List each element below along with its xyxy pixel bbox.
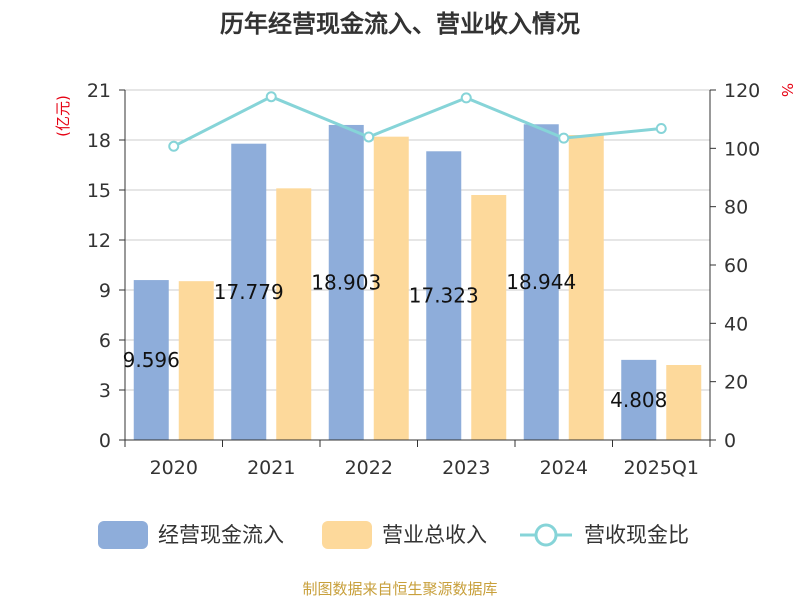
y-left-tick-label: 18 xyxy=(87,130,111,152)
data-label-cash-inflow: 17.779 xyxy=(214,280,284,304)
ratio-line-path xyxy=(173,95,662,148)
ratio-point xyxy=(655,123,667,134)
bar-revenue xyxy=(666,365,702,440)
ratio-point xyxy=(558,132,570,144)
data-label-cash-inflow: 18.903 xyxy=(311,270,381,294)
ratio-point xyxy=(460,92,472,104)
ratio-point xyxy=(168,140,180,152)
data-labels: 9.596 17.779 18.903 17.323 18.944 4.808 xyxy=(123,270,668,412)
data-label-cash-inflow: 18.944 xyxy=(506,270,576,294)
bar-cash-inflow xyxy=(523,124,559,441)
y-left-unit: (亿元) xyxy=(54,95,72,137)
x-axis: 2020 2021 2022 2023 2024 2025Q1 xyxy=(124,439,711,479)
y-left-tick-label: 12 xyxy=(87,230,111,252)
legend-marker-ratio xyxy=(534,523,558,547)
y-right-tick-label: 0 xyxy=(724,430,736,452)
grid-lines xyxy=(125,89,710,391)
x-tick-label: 2022 xyxy=(345,457,393,479)
y-left-tick-label: 21 xyxy=(87,80,111,102)
x-tick-label: 2024 xyxy=(540,457,588,479)
data-label-cash-inflow: 4.808 xyxy=(610,388,667,412)
bar-revenue xyxy=(568,135,604,440)
bar-cash-inflow xyxy=(621,359,657,440)
bar-marks xyxy=(133,124,702,441)
y-right-tick-label: 20 xyxy=(724,372,748,394)
y-left-tick-label: 0 xyxy=(99,430,111,452)
bar-cash-inflow xyxy=(133,280,169,440)
y-right-tick-label: 80 xyxy=(724,197,748,219)
y-right-tick-label: 40 xyxy=(724,313,748,335)
legend-label-revenue: 营业总收入 xyxy=(382,523,487,547)
y-left-tick-label: 3 xyxy=(99,380,111,402)
bar-revenue xyxy=(276,188,312,440)
source-note: 制图数据来自恒生聚源数据库 xyxy=(302,580,497,598)
data-label-cash-inflow: 17.323 xyxy=(409,284,479,308)
y-left-tick-label: 6 xyxy=(99,330,111,352)
bar-revenue xyxy=(373,136,409,440)
ratio-point xyxy=(363,131,375,143)
legend-swatch-cash-inflow xyxy=(98,521,148,549)
bar-revenue xyxy=(178,281,214,440)
y-left-axis: 0 3 6 9 12 15 18 21 xyxy=(87,80,126,452)
legend-label-cash-inflow: 经营现金流入 xyxy=(158,523,284,547)
data-label-cash-inflow: 9.596 xyxy=(123,348,180,372)
ratio-point xyxy=(265,91,277,103)
bar-revenue xyxy=(471,195,507,440)
chart-title: 历年经营现金流入、营业收入情况 xyxy=(220,10,580,38)
bar-cash-inflow xyxy=(426,151,462,441)
legend-swatch-revenue xyxy=(322,521,372,549)
bar-cash-inflow xyxy=(231,143,267,440)
y-left-tick-label: 15 xyxy=(87,180,111,202)
x-tick-label: 2025Q1 xyxy=(624,457,699,479)
x-tick-label: 2023 xyxy=(442,457,490,479)
y-right-tick-label: 100 xyxy=(724,138,760,160)
y-right-axis: 0 20 40 60 80 100 120 xyxy=(709,80,760,452)
y-left-tick-label: 9 xyxy=(99,280,111,302)
bar-cash-inflow xyxy=(328,124,364,440)
legend-label-ratio: 营收现金比 xyxy=(584,523,689,547)
legend: 经营现金流入 营业总收入 营收现金比 xyxy=(98,521,689,549)
y-right-unit: % xyxy=(778,83,796,97)
y-right-tick-label: 60 xyxy=(724,255,748,277)
x-tick-label: 2020 xyxy=(150,457,198,479)
y-right-tick-label: 120 xyxy=(724,80,760,102)
x-tick-label: 2021 xyxy=(247,457,295,479)
ratio-line xyxy=(168,91,667,152)
